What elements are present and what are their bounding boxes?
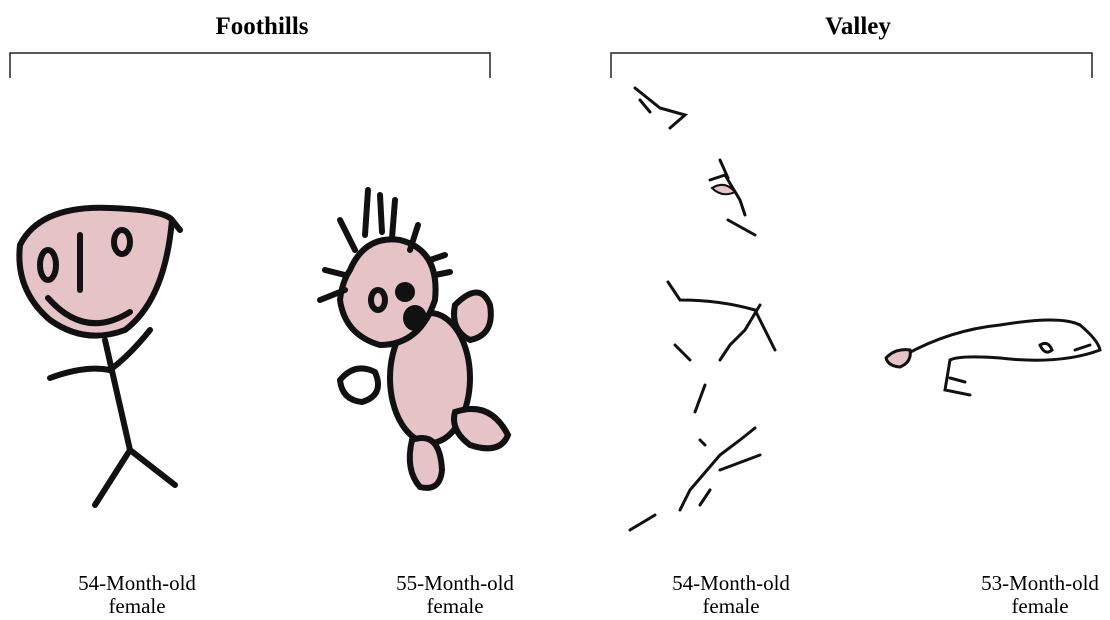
caption-line: 53-Month-old [981, 571, 1099, 595]
drawing-bear [320, 190, 508, 488]
caption-line: 54-Month-old [78, 571, 196, 595]
drawing-sparse [630, 88, 775, 530]
bracket [611, 53, 1092, 78]
bracket [10, 53, 490, 78]
figure: Foothills Valley 54-Month-old female 55-… [0, 0, 1110, 620]
group-title: Foothills [215, 13, 308, 40]
drawing-stick-figure [19, 208, 180, 505]
caption-line: female [426, 594, 483, 618]
caption-line: 55-Month-old [396, 571, 514, 595]
caption-line: female [702, 594, 759, 618]
caption-line: female [108, 594, 165, 618]
caption-line: female [1011, 594, 1068, 618]
group-title: Valley [825, 13, 891, 40]
drawing-elongated [886, 320, 1100, 395]
caption-line: 54-Month-old [672, 571, 790, 595]
